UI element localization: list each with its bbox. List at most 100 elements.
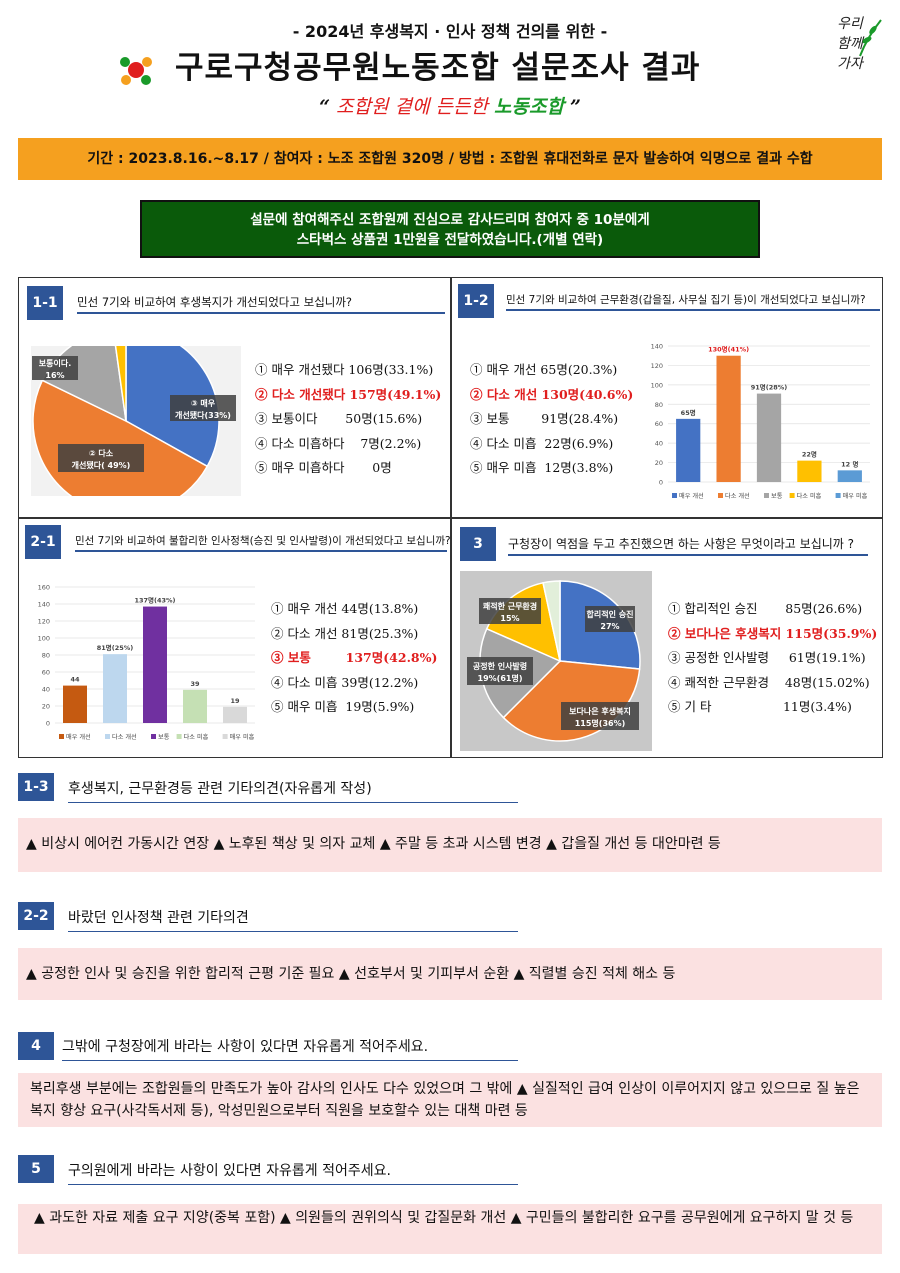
bar-chart-q2-1: 0 20 40 60 80 100 120 140 160 44 81명(25%) 137명(43%)… [38, 584, 255, 741]
y-tick-label: 60 [655, 420, 663, 428]
y-tick-label: 140 [651, 343, 663, 351]
pie-slice [542, 580, 561, 662]
data-label: 91명(28%) [751, 383, 788, 392]
y-tick-label: 100 [651, 381, 663, 389]
result-item: ③ 보통 137명(42.8%) [271, 650, 438, 665]
y-tick-label: 80 [42, 652, 50, 660]
result-item: ⑤ 매우 미흡하다 0명 [255, 460, 392, 475]
y-tick-label: 120 [38, 618, 50, 626]
legend-label: 보통 [771, 493, 783, 500]
section-title: 구의원에게 바라는 사항이 있다면 자유롭게 적어주세요. [68, 1160, 518, 1185]
question-number: 1-1 [27, 286, 63, 320]
bar [103, 654, 127, 723]
bar [837, 470, 862, 482]
legend-swatch [718, 493, 723, 498]
y-tick-label: 20 [655, 459, 663, 467]
result-item: ③ 보통이다 50명(15.6%) [255, 411, 423, 426]
slice-label-box [170, 395, 236, 421]
data-label: 22명 [802, 450, 817, 459]
bar [183, 689, 207, 723]
legend-swatch [222, 734, 228, 739]
data-label: 65명 [681, 408, 696, 417]
result-item: ⑤ 기 타 11명(3.4%) [668, 699, 852, 714]
bar [716, 355, 741, 482]
stamp-line: 가자 [837, 56, 863, 72]
slice-label: ② 다소 개선됐다( 49%) [72, 448, 131, 470]
legend-swatch [789, 493, 795, 498]
y-tick-label: 0 [659, 479, 663, 487]
slogan-close-quote: ” [569, 96, 581, 118]
legend-swatch [672, 493, 677, 498]
section-title: 그밖에 구청장에게 바라는 사항이 있다면 자유롭게 적어주세요. [62, 1036, 518, 1061]
y-tick-label: 80 [655, 401, 663, 409]
data-label: 39 [190, 680, 200, 688]
slogan-red: 조합원 곁에 든든한 [336, 96, 488, 118]
question-number: 1-2 [458, 284, 494, 318]
pie-slice [114, 346, 127, 422]
question-number: 2-1 [25, 525, 61, 559]
legend-label: 다소 개선 [725, 492, 750, 500]
result-item: ④ 다소 미흡하다 7명(2.2%) [255, 435, 422, 451]
slice-label-box [479, 598, 541, 624]
result-item: ② 다소 개선 130명(40.6%) [470, 386, 634, 402]
notice-line: 설문에 참여해주신 조합원께 진심으로 감사드리며 참여자 중 10분에게 [250, 212, 650, 228]
section-number: 2-2 [18, 902, 54, 930]
slice-label: 공정한 인사발령 19%(61명) [473, 661, 527, 683]
legend-swatch [105, 734, 110, 739]
result-item: ⑤ 매우 미흡 12명(3.8%) [470, 460, 614, 475]
page-title: 구로구청공무원노동조합 설문조사 결과 [175, 50, 701, 86]
y-tick-label: 40 [42, 686, 50, 694]
result-item: ② 보다나은 후생복지 115명(35.9%) [668, 625, 878, 641]
result-item: ⑤ 매우 미흡 19명(5.9%) [271, 699, 415, 714]
y-tick-label: 0 [46, 720, 50, 728]
slice-label: 쾌적한 근무환경 15% [483, 601, 537, 623]
section-title: 후생복지, 근무환경등 관련 기타의견(자유롭게 작성) [68, 778, 518, 803]
results-list: ① 매우 개선 44명(13.8%) ② 다소 개선 81명(25.3%) ③ 보통… [271, 597, 437, 720]
result-item: ④ 다소 미흡 22명(6.9%) [470, 435, 614, 451]
y-tick-label: 140 [38, 601, 50, 609]
section-number: 5 [18, 1155, 54, 1183]
section-body: ▲ 과도한 자료 제출 요구 지양(중복 포함) ▲ 의원들의 권위의식 및 갑… [18, 1204, 882, 1254]
results-list: ① 합리적인 승진 85명(26.6%) ② 보다나은 후생복지 115명(35.… [668, 597, 877, 720]
data-label: 12 명 [841, 459, 858, 468]
result-item: ③ 보통 91명(28.4%) [470, 411, 619, 426]
results-list: ① 매우 개선됐다 106명(33.1%) ② 다소 개선됐다 157명(49.1… [255, 358, 441, 481]
legend-label: 다소 개선 [112, 733, 137, 741]
result-item: ① 매우 개선됐다 106명(33.1%) [255, 362, 434, 377]
slogan: “ 조합원 곁에 든든한 노동조합 ” [0, 92, 900, 119]
leaf-icon [859, 19, 882, 57]
result-item: ① 합리적인 승진 85명(26.6%) [668, 601, 863, 616]
panel-q1-1: 1-1 민선 7기와 비교하여 후생복지가 개선되었다고 보십니까? ③ 매우 개… [18, 277, 451, 518]
section-number: 1-3 [18, 773, 54, 801]
slice-label-box [585, 606, 635, 632]
legend-swatch [176, 734, 182, 739]
result-item: ④ 다소 미흡 39명(12.2%) [271, 674, 419, 690]
section-body: ▲ 공정한 인사 및 승진을 위한 합리적 근평 기준 필요 ▲ 선호부서 및 … [18, 948, 882, 1000]
legend-label: 매우 미흡 [843, 492, 868, 500]
y-tick-label: 120 [651, 362, 663, 370]
union-logo-icon [120, 57, 152, 85]
bar [63, 685, 87, 723]
y-tick-label: 100 [38, 635, 50, 643]
panel-q1-2: 1-2 민선 7기와 비교하여 근무환경(갑을질, 사무실 집기 등)이 개선되… [451, 277, 883, 518]
section-body: ▲ 비상시 에어컨 가동시간 연장 ▲ 노후된 책상 및 의자 교체 ▲ 주말 … [18, 818, 882, 872]
panel-q3: 3 구청장이 역점을 두고 추진했으면 하는 사항은 무엇이라고 보십니까 ? … [451, 518, 883, 758]
stamp-line: 우리 [837, 16, 863, 32]
section-body: 복리후생 부분에는 조합원들의 만족도가 높아 감사의 인사도 다수 있었으며 … [18, 1073, 882, 1127]
legend-label: 다소 미흡 [184, 733, 209, 741]
question-text: 민선 7기와 비교하여 불합리한 인사정책(승진 및 인사발령)이 개선되었다고… [75, 533, 451, 552]
slice-label: 합리적인 승진 27% [587, 609, 634, 631]
slice-label: ③ 매우 개선됐다(33%) [175, 398, 231, 420]
page-subtitle: - 2024년 후생복지 · 인사 정책 건의를 위한 - [292, 22, 608, 41]
section-number: 4 [18, 1032, 54, 1060]
legend-swatch [835, 493, 841, 498]
slice-label-box [32, 356, 78, 380]
question-text: 구청장이 역점을 두고 추진했으면 하는 사항은 무엇이라고 보십니까 ? [508, 535, 868, 556]
data-label: 130명(41%) [708, 345, 749, 354]
data-label: 44 [70, 676, 80, 684]
bar [756, 393, 782, 482]
panel-q2-1: 2-1 민선 7기와 비교하여 불합리한 인사정책(승진 및 인사발령)이 개선… [18, 518, 451, 758]
slice-label-box [467, 657, 533, 685]
y-tick-label: 160 [38, 584, 50, 592]
y-tick-label: 60 [42, 669, 50, 677]
